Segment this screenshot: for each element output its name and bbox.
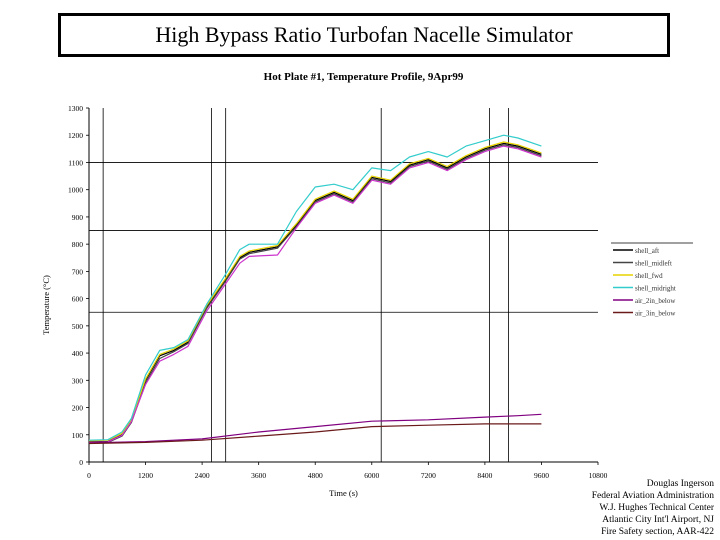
credit-line: Atlantic City Int'l Airport, NJ [602,515,714,525]
y-tick-label: 1300 [68,104,83,113]
y-tick-label: 0 [79,458,83,467]
y-tick-label: 200 [72,404,84,413]
credits-block: Douglas Ingerson Federal Aviation Admini… [592,478,714,538]
series-line-shell_aft [89,142,542,443]
legend-label: air_3in_below [635,310,676,318]
legend-label: air_2in_below [635,297,676,305]
series-line-shell_midleft [88,144,542,444]
series-line-air_2in_below [88,413,542,444]
x-tick-label: 10800 [589,471,608,480]
x-tick-label: 9600 [534,471,549,480]
y-axis-label: Temperature (°C) [41,275,51,335]
y-tick-label: 500 [72,322,84,331]
y-tick-label: 1200 [68,131,83,140]
series-line-shell_midright [88,134,542,441]
x-tick-label: 8400 [477,471,492,480]
x-tick-label: 0 [87,471,91,480]
x-tick-label: 4800 [308,471,323,480]
y-tick-label: 400 [72,349,84,358]
series-line-shell_midright_lower [88,145,542,443]
x-tick-label: 1200 [138,471,153,480]
series-line-air_3in_below [88,423,542,445]
y-tick-label: 1000 [68,186,83,195]
y-tick-label: 1100 [68,158,83,167]
y-tick-label: 900 [72,213,84,222]
y-tick-label: 800 [72,240,84,249]
y-tick-label: 300 [72,376,84,385]
y-tick-label: 700 [72,267,84,276]
x-tick-label: 7200 [421,471,436,480]
x-axis-label: Time (s) [329,488,358,498]
legend-label: shell_fwd [635,272,663,280]
credit-line: Federal Aviation Administration [591,491,714,501]
y-tick-label: 100 [72,431,84,440]
x-tick-label: 6000 [364,471,379,480]
x-tick-label: 2400 [195,471,210,480]
credit-line: W.J. Hughes Technical Center [599,503,714,513]
legend-label: shell_aft [635,247,659,255]
credit-line: Douglas Ingerson [646,479,714,489]
y-tick-label: 600 [72,295,84,304]
legend-label: shell_midleft [635,260,672,268]
credit-line: Fire Safety section, AAR-422 [601,527,714,537]
legend-label: shell_midright [635,285,676,293]
series-line-shell_fwd [88,141,542,442]
chart-title: Hot Plate #1, Temperature Profile, 9Apr9… [264,71,464,83]
slide-title: High Bypass Ratio Turbofan Nacelle Simul… [58,13,670,57]
x-tick-label: 3600 [251,471,266,480]
